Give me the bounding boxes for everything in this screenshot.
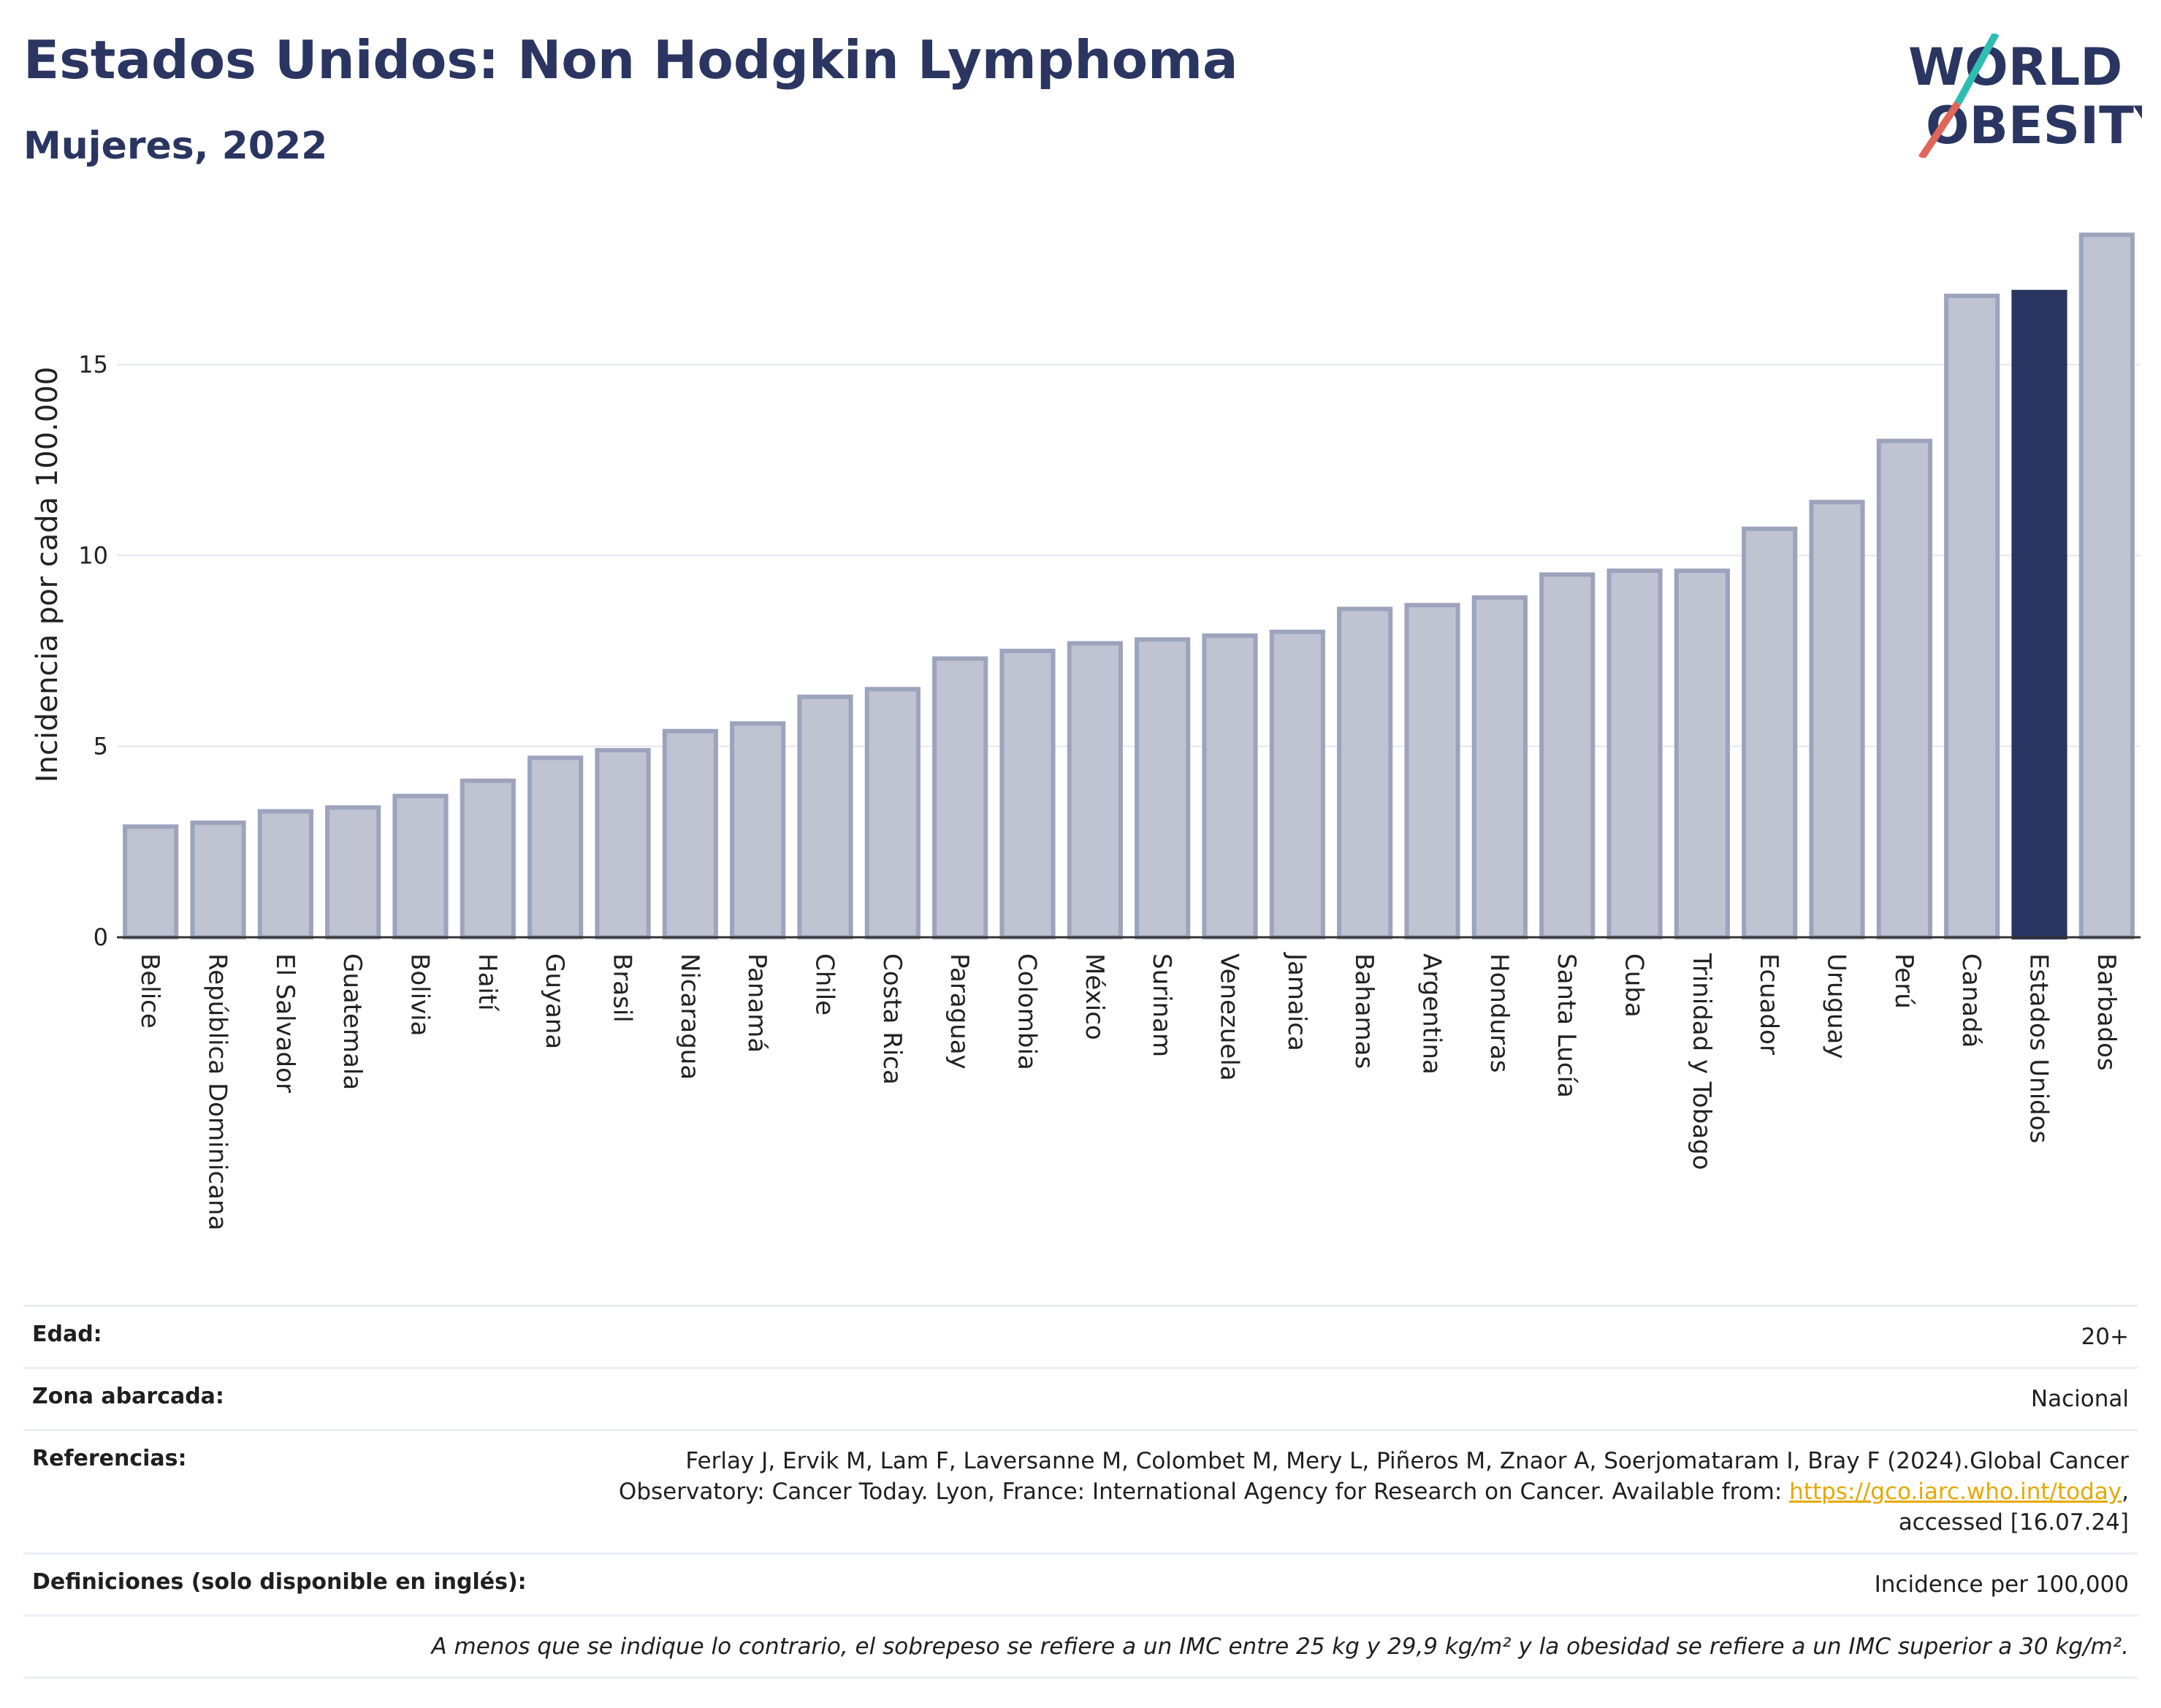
bar-brasil: [595, 747, 651, 939]
x-tick-label: Trinidad y Tobago: [1687, 953, 1716, 1170]
bar-nicaragua: [662, 728, 718, 939]
bar-barbados: [2078, 232, 2135, 939]
x-tick-label: Canadá: [1956, 953, 1986, 1048]
bar-belice: [123, 824, 179, 939]
bar-paraguay: [932, 656, 988, 939]
bar-guatemala: [325, 805, 381, 939]
bar-panamá: [730, 721, 786, 939]
bar-haití: [460, 778, 516, 940]
bar-bahamas: [1337, 606, 1393, 940]
logo-word-world: WORLD: [1908, 37, 2122, 97]
x-tick-label: Bahamas: [1349, 953, 1379, 1069]
info-row-edad: Edad: 20+: [23, 1305, 2138, 1367]
x-tick-label: Jamaica: [1282, 952, 1311, 1051]
bar-ecuador: [1742, 526, 1798, 939]
info-row-referencias: Referencias: Ferlay J, Ervik M, Lam F, L…: [23, 1429, 2138, 1552]
y-tick-label: 5: [94, 733, 108, 760]
x-tick-label: Guyana: [540, 953, 569, 1049]
edad-label: Edad:: [32, 1322, 102, 1347]
x-tick-label: Nicaragua: [675, 953, 704, 1080]
bar-chart: 0 5 10 15 Belice República Dominicana El Salv…: [31, 232, 2141, 1230]
referencias-label: Referencias:: [32, 1446, 187, 1471]
x-tick-label: Estados Unidos: [2024, 953, 2054, 1143]
chart-title: Estados Unidos: Non Hodgkin Lymphoma: [23, 29, 1238, 91]
x-tick-label: Honduras: [1485, 953, 1514, 1073]
x-tick-label: Barbados: [2092, 953, 2121, 1071]
x-tick-label: República Dominicana: [203, 953, 232, 1230]
world-obesity-logo: WORLD OBESITY: [1908, 34, 2142, 158]
y-axis-ticks: 0 5 10 15: [78, 351, 108, 951]
bar-costa-rica: [864, 687, 921, 940]
zona-label: Zona abarcada:: [32, 1384, 224, 1409]
bar-colombia: [999, 649, 1056, 939]
x-tick-label: Costa Rica: [877, 953, 907, 1085]
bar-trinidad-y-tobago: [1674, 568, 1730, 939]
bar-bolivia: [392, 793, 449, 940]
zona-value: Nacional: [2030, 1386, 2129, 1412]
logo-word-obesity: OBESITY: [1926, 96, 2142, 156]
x-tick-label: Haití: [473, 953, 502, 1012]
x-tick-label: Santa Lucía: [1552, 953, 1581, 1098]
chart-subtitle: Mujeres, 2022: [23, 124, 328, 168]
y-tick-label: 0: [94, 923, 108, 951]
bar-el-salvador: [257, 809, 313, 939]
x-tick-label: Ecuador: [1754, 953, 1783, 1055]
x-tick-label: Panamá: [742, 953, 771, 1053]
ref-line-1: Ferlay J, Ervik M, Lam F, Laversanne M, …: [685, 1448, 2129, 1474]
ref-line-2-comma: ,: [2122, 1479, 2129, 1505]
x-tick-label: Cuba: [1620, 953, 1649, 1018]
bar-canadá: [1944, 293, 2000, 939]
bar-guyana: [527, 755, 584, 939]
x-tick-label: Surinam: [1147, 953, 1176, 1057]
logo-slash-red: [1918, 101, 1962, 158]
definiciones-value: Incidence per 100,000: [1874, 1571, 2129, 1598]
bar-cuba: [1607, 568, 1663, 939]
x-tick-label: Paraguay: [945, 953, 974, 1070]
edad-value: 20+: [2081, 1324, 2129, 1350]
x-tick-label: El Salvador: [270, 953, 300, 1093]
bar-chile: [797, 694, 853, 940]
x-tick-label: Perú: [1889, 953, 1918, 1009]
bar-méxico: [1067, 641, 1123, 939]
x-axis-labels: Belice República Dominicana El Salvador Gua…: [135, 952, 2121, 1230]
gco-link[interactable]: https://gco.iarc.who.int/today: [1789, 1479, 2122, 1505]
info-table: Edad: 20+ Zona abarcada: Nacional Refere…: [23, 1305, 2138, 1679]
bar-santa-lucía: [1539, 572, 1596, 939]
ref-line-3: accessed [16.07.24]: [1898, 1509, 2129, 1536]
bar-estados-unidos: [2011, 289, 2067, 939]
x-tick-label: México: [1080, 953, 1109, 1040]
x-tick-label: Belice: [135, 953, 164, 1029]
x-tick-label: Guatemala: [338, 953, 367, 1090]
info-row-note: A menos que se indique lo contrario, el …: [23, 1614, 2138, 1679]
gridlines: [117, 364, 2141, 747]
definiciones-label: Definiciones (solo disponible en inglés)…: [32, 1569, 527, 1595]
x-tick-label: Brasil: [608, 953, 637, 1023]
x-tick-label: Colombia: [1013, 953, 1042, 1070]
bar-república-dominicana: [190, 820, 246, 939]
x-tick-label: Chile: [810, 953, 839, 1015]
bar-venezuela: [1202, 633, 1258, 939]
bar-surinam: [1135, 637, 1191, 939]
bar-honduras: [1471, 595, 1528, 940]
ref-line-2-text: Observatory: Cancer Today. Lyon, France:…: [618, 1479, 1790, 1505]
logo-slash-teal: [1954, 34, 2000, 105]
obesity-definition-note: A menos que se indique lo contrario, el …: [431, 1633, 2129, 1660]
y-tick-label: 15: [78, 351, 108, 378]
y-tick-label: 10: [78, 541, 108, 569]
bar-argentina: [1404, 603, 1460, 940]
bar-uruguay: [1809, 500, 1865, 939]
x-tick-label: Argentina: [1417, 953, 1447, 1075]
bar-jamaica: [1269, 629, 1325, 939]
x-tick-label: Uruguay: [1822, 953, 1851, 1059]
info-row-definiciones: Definiciones (solo disponible en inglés)…: [23, 1552, 2138, 1614]
y-axis-title: Incidencia por cada 100.000: [31, 367, 64, 783]
x-tick-label: Venezuela: [1215, 953, 1244, 1081]
bars: [123, 232, 2135, 940]
x-tick-label: Bolivia: [405, 953, 435, 1036]
referencias-value: Ferlay J, Ervik M, Lam F, Laversanne M, …: [619, 1446, 2129, 1538]
bar-perú: [1876, 438, 1932, 940]
info-row-zona: Zona abarcada: Nacional: [23, 1367, 2138, 1429]
